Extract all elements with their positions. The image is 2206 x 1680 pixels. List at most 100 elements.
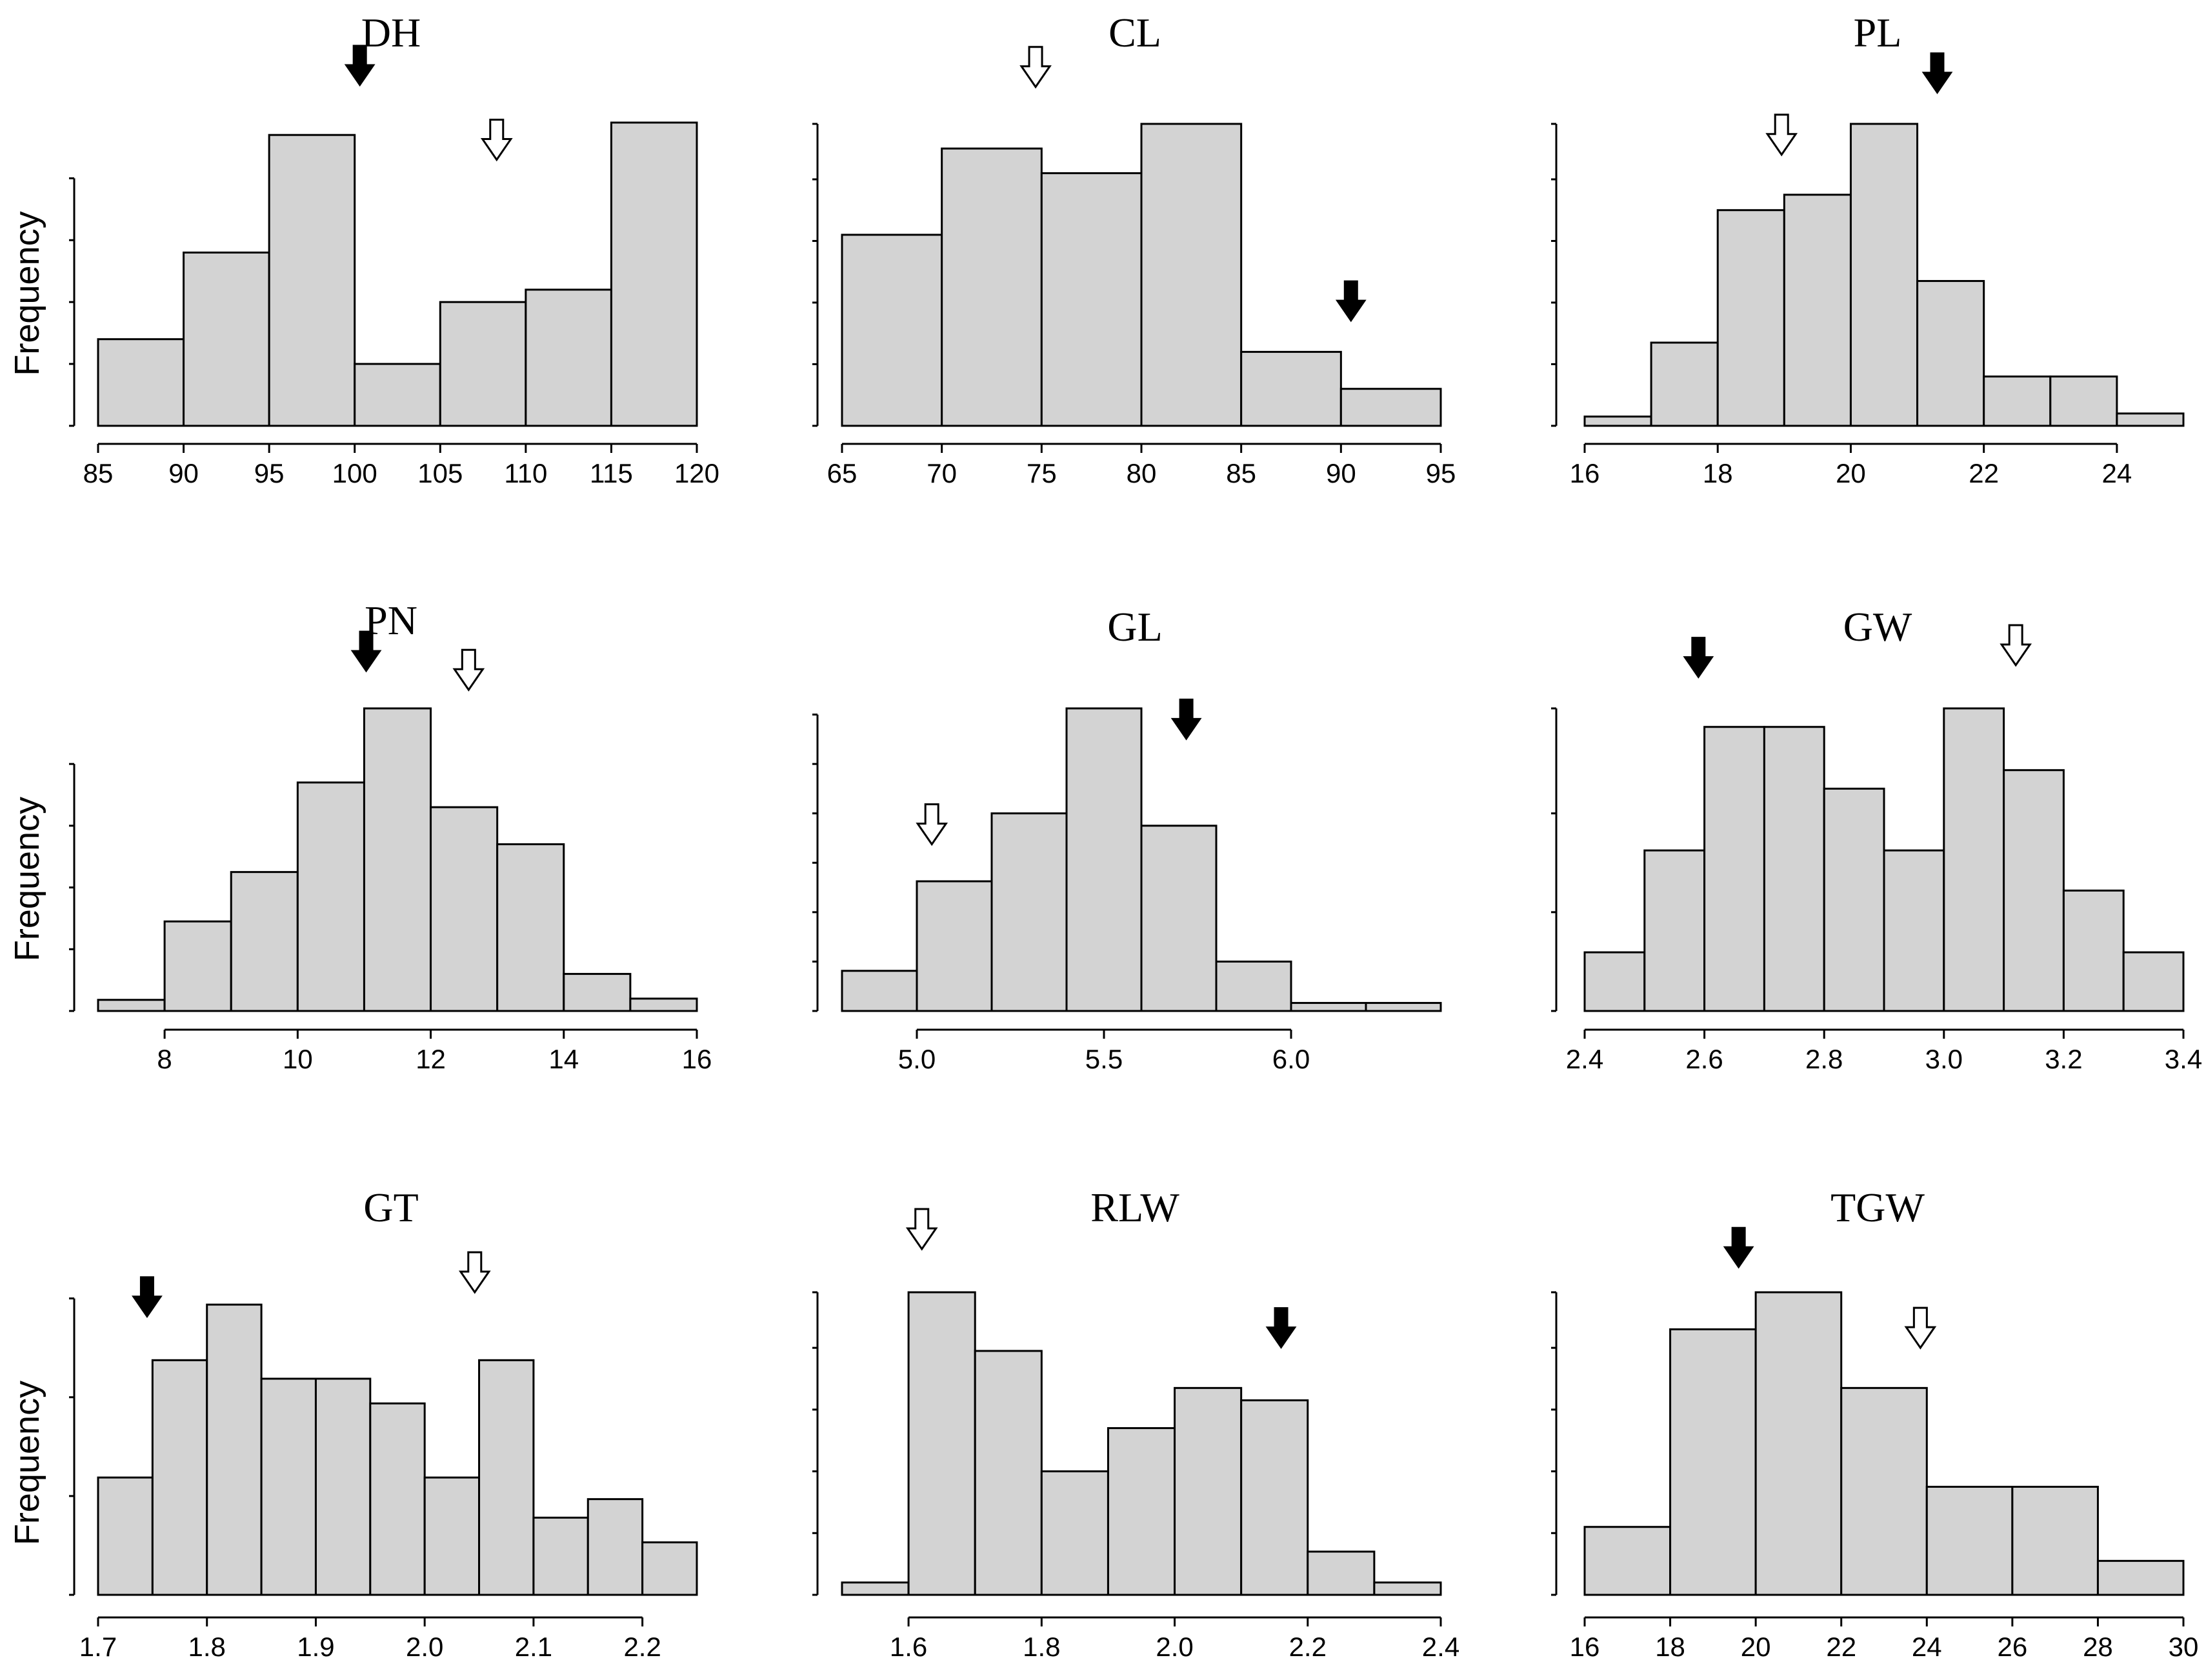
x-tick-label: 2.8: [1805, 1044, 1843, 1074]
x-tick-label: 2.0: [1156, 1632, 1193, 1662]
x-tick-label: 1.9: [297, 1632, 334, 1662]
histogram-bar: [1650, 341, 1719, 427]
histogram-bar: [1107, 1427, 1176, 1596]
histogram-bar: [97, 338, 185, 427]
histogram-bar: [1240, 1399, 1309, 1596]
histogram-bar: [1840, 1386, 1928, 1596]
x-tick-label: 90: [1326, 458, 1356, 488]
histogram-bar: [369, 1402, 426, 1596]
x-axis: 85 90 95 100 105 110 115 120: [83, 443, 719, 488]
histogram-bar: [1925, 1486, 2014, 1596]
x-axis: 2.4 2.6 2.8 3.0 3.2 3.4: [1566, 1028, 2202, 1074]
histogram-bar: [841, 234, 943, 427]
panel-rlw: RLW 1.6 1.8 2.0 2.2 2.4: [736, 1120, 1471, 1680]
histogram-bar: [1823, 787, 1885, 1012]
x-tick-label: 1.8: [188, 1632, 226, 1662]
panel-pn: PN Frequency 8 10 12 14 16: [0, 560, 736, 1120]
x-tick-label: 100: [332, 458, 377, 488]
chart-title: CL: [1108, 10, 1161, 55]
panel-gt: GT Frequency 1.7 1.8 1.9 2.0 2.1 2.2: [0, 1120, 736, 1680]
y-axis: [69, 177, 75, 427]
open-arrow-marker: [1019, 46, 1052, 89]
histogram-bar: [97, 999, 166, 1012]
x-tick-label: 16: [1570, 458, 1600, 488]
x-tick-label: 70: [927, 458, 957, 488]
histogram-bar: [430, 806, 499, 1012]
histogram-bar: [1174, 1386, 1243, 1596]
histogram-bar: [423, 1476, 481, 1596]
x-tick-label: 3.2: [2045, 1044, 2082, 1074]
histogram-bar: [97, 1476, 154, 1596]
histogram-bar: [941, 147, 1043, 427]
histogram-bar: [1215, 960, 1292, 1012]
filled-arrow-marker: [1683, 637, 1714, 679]
x-tick-label: 12: [416, 1044, 446, 1074]
x-tick-label: 3.0: [1925, 1044, 1963, 1074]
histogram-bar: [1583, 951, 1646, 1012]
histogram-bar: [1290, 1002, 1367, 1012]
x-tick-label: 5.5: [1085, 1044, 1123, 1074]
histogram-bar: [363, 707, 432, 1012]
x-tick-label: 110: [504, 458, 547, 488]
chart-gw: GW 2.4 2.6 2.8 3.0 3.2 3.4: [1551, 604, 2202, 1074]
histogram-bar: [841, 1581, 910, 1596]
filled-arrow-marker: [1921, 52, 1953, 95]
y-axis: [1551, 123, 1558, 427]
y-axis: [812, 714, 819, 1012]
open-arrow-marker: [1904, 1306, 1937, 1350]
panel-gl: GL 5.0 5.5 6.0: [736, 560, 1471, 1120]
histogram-bar: [2116, 412, 2185, 427]
x-tick-label: 20: [1836, 458, 1866, 488]
chart-title: TGW: [1830, 1185, 1925, 1230]
y-axis: [1551, 707, 1558, 1012]
histogram-bar: [1140, 825, 1218, 1012]
histogram-bar: [1583, 1526, 1672, 1596]
chart-title: DH: [361, 10, 421, 55]
x-tick-label: 95: [1426, 458, 1456, 488]
x-tick-label: 22: [1826, 1632, 1856, 1662]
y-axis: [812, 1291, 819, 1596]
x-tick-label: 2.4: [1422, 1632, 1459, 1662]
histogram-bar: [907, 1291, 976, 1596]
histogram-bar: [206, 1303, 263, 1596]
histogram-bar: [354, 363, 441, 427]
x-tick-label: 105: [417, 458, 463, 488]
histogram-bar: [478, 1359, 535, 1596]
y-axis-label: Frequency: [8, 1381, 46, 1545]
x-tick-label: 5.0: [898, 1044, 936, 1074]
x-axis: 16 18 20 22 24 26 28 30: [1570, 1616, 2199, 1662]
x-tick-label: 6.0: [1272, 1044, 1310, 1074]
histogram-bar: [1716, 209, 1785, 427]
histogram-bar: [163, 920, 232, 1012]
x-tick-label: 2.0: [406, 1632, 443, 1662]
histogram-bar: [2062, 889, 2125, 1012]
x-tick-label: 30: [2169, 1632, 2199, 1662]
chart-dh: DH Frequency 85 90 95 100 105 110 115 120: [8, 10, 719, 488]
histogram-bar: [439, 301, 527, 427]
x-tick-label: 14: [548, 1044, 579, 1074]
histogram-bar: [990, 812, 1068, 1012]
y-axis: [1551, 1291, 1558, 1596]
chart-title: PL: [1854, 10, 1902, 55]
x-tick-label: 8: [157, 1044, 172, 1074]
y-axis: [812, 123, 819, 427]
histogram-bar: [1849, 123, 1919, 427]
histogram-bar: [916, 880, 993, 1012]
x-tick-label: 24: [2102, 458, 2132, 488]
x-axis: 5.0 5.5 6.0: [898, 1028, 1310, 1074]
open-arrow-marker: [905, 1208, 938, 1251]
histogram-bar: [260, 1377, 317, 1596]
histogram-bar: [1783, 194, 1852, 427]
x-axis: 16 18 20 22 24: [1570, 443, 2132, 488]
histogram-bar: [1669, 1328, 1757, 1596]
x-tick-label: 75: [1027, 458, 1057, 488]
x-tick-label: 120: [674, 458, 719, 488]
histogram-bar: [1140, 123, 1243, 427]
filled-arrow-marker: [350, 630, 382, 673]
chart-title: GW: [1843, 604, 1912, 650]
histogram-bar: [629, 997, 698, 1012]
panel-gw: GW 2.4 2.6 2.8 3.0 3.2 3.4: [1471, 560, 2206, 1120]
y-axis: [69, 1297, 75, 1596]
histogram-bar: [296, 781, 365, 1012]
